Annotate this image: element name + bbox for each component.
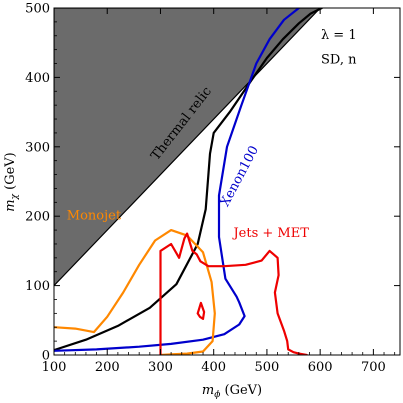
series-jets-met-island (196, 301, 206, 320)
series-thermal-relic (54, 8, 323, 352)
annotation-monojet: Monojet (67, 209, 122, 224)
x-tick-label: 400 (201, 360, 226, 375)
x-tick-label: 100 (42, 360, 67, 375)
y-axis-label: mχ (GeV) (3, 152, 20, 212)
x-tick-label: 700 (361, 360, 386, 375)
series-jets-met (159, 232, 308, 355)
annotation-1: λ = 1 (321, 28, 357, 43)
excluded-region (54, 8, 322, 287)
y-tick-label: 300 (25, 140, 50, 155)
x-tick-label: 300 (148, 360, 173, 375)
x-axis-label: mϕ (GeV) (202, 383, 262, 400)
y-tick-label: 500 (25, 2, 50, 17)
x-tick-label: 600 (308, 360, 333, 375)
annotation-xenon100: Xenon100 (218, 144, 262, 210)
y-tick-label: 400 (25, 71, 50, 86)
x-tick-label: 200 (95, 360, 120, 375)
y-tick-label: 200 (25, 210, 50, 225)
x-tick-label: 500 (255, 360, 280, 375)
y-tick-label: 0 (42, 349, 50, 364)
annotation-sd-n: SD, n (321, 53, 357, 68)
series-xenon100 (54, 8, 300, 352)
y-tick-label: 100 (25, 279, 50, 294)
annotation-jets-met: Jets + MET (231, 226, 309, 241)
plot-frame (53, 7, 401, 356)
